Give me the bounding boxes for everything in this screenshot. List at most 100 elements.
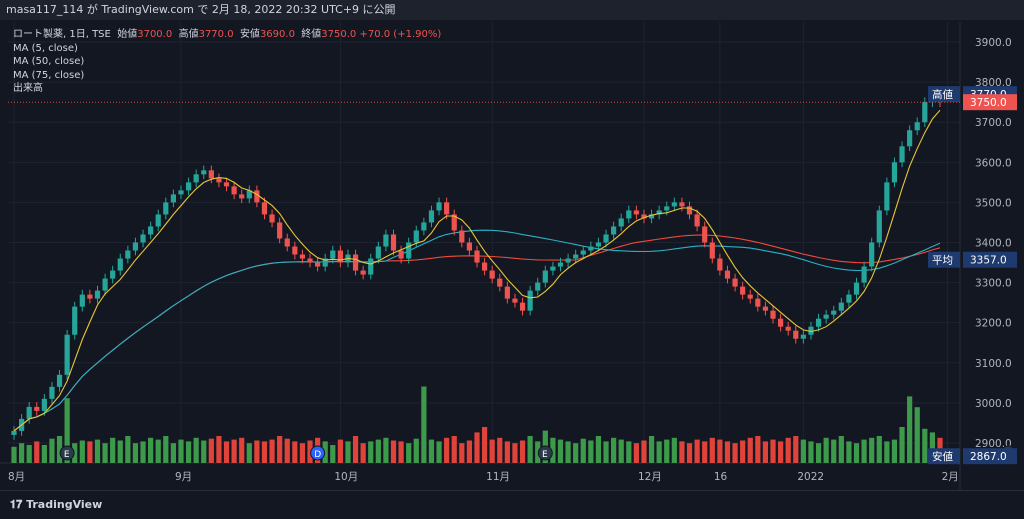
volume-bar (322, 441, 328, 463)
volume-bar (299, 443, 306, 463)
price-tag-value: 3357.0 (970, 255, 1007, 267)
volume-bar (49, 438, 55, 463)
chart-area[interactable]: 2900.0 3000.0 3100.0 3200.0 3300.0 3400.0 3500… (0, 20, 1024, 490)
volume-bar (626, 441, 632, 463)
price-tag-name-bg (928, 86, 960, 103)
candle-body (550, 266, 556, 271)
volume-bar (216, 436, 222, 463)
volume-bar (413, 438, 419, 463)
candle-body (125, 250, 131, 259)
volume-bar (451, 436, 457, 463)
candle-body (216, 178, 222, 183)
candle-body (489, 270, 495, 279)
price-tag-name: 高値 (932, 88, 953, 101)
candle-body (573, 254, 579, 259)
volume-bar (193, 437, 199, 463)
candle-body (307, 258, 313, 263)
candle-body (277, 222, 283, 239)
candle-body (861, 266, 867, 283)
chart-legend: ロート製薬, 1日, TSE 始値3700.0 高値3770.0 安値3690.… (13, 28, 441, 96)
volume-bar (246, 443, 252, 463)
price-tag-name-bg (928, 251, 960, 268)
volume-bar (398, 441, 404, 463)
candle-body (390, 234, 397, 251)
volume-bar (573, 443, 579, 463)
volume-bar (208, 438, 214, 463)
legend-ma75[interactable]: MA (75, close) (13, 69, 85, 81)
volume-bar (527, 436, 533, 463)
volume-bar (793, 436, 799, 463)
price-chart[interactable]: 2900.0 3000.0 3100.0 3200.0 3300.0 3400.0 3500… (0, 20, 1024, 490)
volume-bar (550, 437, 556, 463)
y-tick-label: 3800.0 (975, 77, 1012, 89)
x-tick-label: 10月 (334, 471, 358, 483)
candle-body (504, 286, 510, 299)
volume-bar (56, 436, 63, 463)
candle-body (64, 334, 70, 375)
volume-bar (671, 437, 677, 463)
dividend-marker-label: D (314, 450, 321, 460)
candle-body (315, 262, 321, 267)
volume-bar (876, 436, 882, 463)
candle-body (542, 270, 548, 283)
volume-bar (815, 443, 822, 463)
volume-bar (261, 441, 268, 463)
candle-body (87, 294, 93, 299)
share-text: masa117_114 が TradingView.com で 2月 18, 2… (6, 3, 396, 16)
volume-bar (284, 438, 290, 463)
legend-low: 3690.0 (259, 29, 295, 40)
volume-bar (694, 439, 700, 463)
volume-bar (770, 439, 776, 463)
volume-bar (117, 440, 123, 463)
candle-body (413, 230, 419, 243)
candle-body (633, 210, 639, 215)
candle-body (527, 290, 533, 311)
volume-bar (724, 441, 731, 463)
volume-bar (102, 443, 108, 463)
legend-ma50[interactable]: MA (50, close) (13, 56, 85, 67)
share-header: masa117_114 が TradingView.com で 2月 18, 2… (0, 0, 1024, 20)
volume-bar (762, 441, 769, 463)
volume-bar (170, 443, 176, 463)
candle-body (869, 242, 875, 267)
candle-body (474, 250, 480, 263)
candle-body (648, 214, 655, 219)
candle-body (261, 202, 268, 215)
candle-body (611, 226, 617, 235)
tradingview-logo[interactable]: 𝟏𝟕 TradingView (10, 498, 102, 512)
legend-ma5[interactable]: MA (5, close) (13, 42, 78, 54)
candle-body (406, 242, 412, 259)
candle-body (702, 226, 708, 243)
candle-body (664, 206, 670, 211)
y-tick-label: 3500.0 (975, 197, 1012, 209)
candle-body (208, 170, 214, 179)
volume-bar (330, 445, 336, 463)
candle-body (155, 214, 161, 227)
volume-bar (406, 443, 412, 463)
legend-volume[interactable]: 出来高 (13, 83, 43, 94)
volume-bar (565, 441, 571, 463)
volume-bar (846, 441, 852, 463)
candle-body (269, 214, 275, 223)
earnings-marker (59, 445, 75, 461)
volume-bar (929, 432, 936, 463)
volume-bar (717, 439, 723, 463)
volume-bar (352, 436, 359, 463)
volume-bar (375, 439, 381, 463)
candle-body (846, 294, 852, 303)
volume-bar (436, 441, 442, 463)
candle-body (375, 246, 381, 259)
candle-body (626, 210, 632, 219)
candle-body (254, 190, 260, 203)
volume-bar (519, 440, 526, 463)
candle-body (815, 318, 822, 327)
volume-bar (18, 443, 25, 463)
candle-body (603, 234, 609, 243)
volume-bar (110, 437, 116, 463)
volume-bar (580, 438, 586, 463)
candle-body (800, 334, 806, 339)
volume-bar (345, 441, 351, 463)
volume-bar (466, 440, 473, 463)
candle-body (891, 162, 898, 183)
volume-bar (269, 439, 275, 463)
